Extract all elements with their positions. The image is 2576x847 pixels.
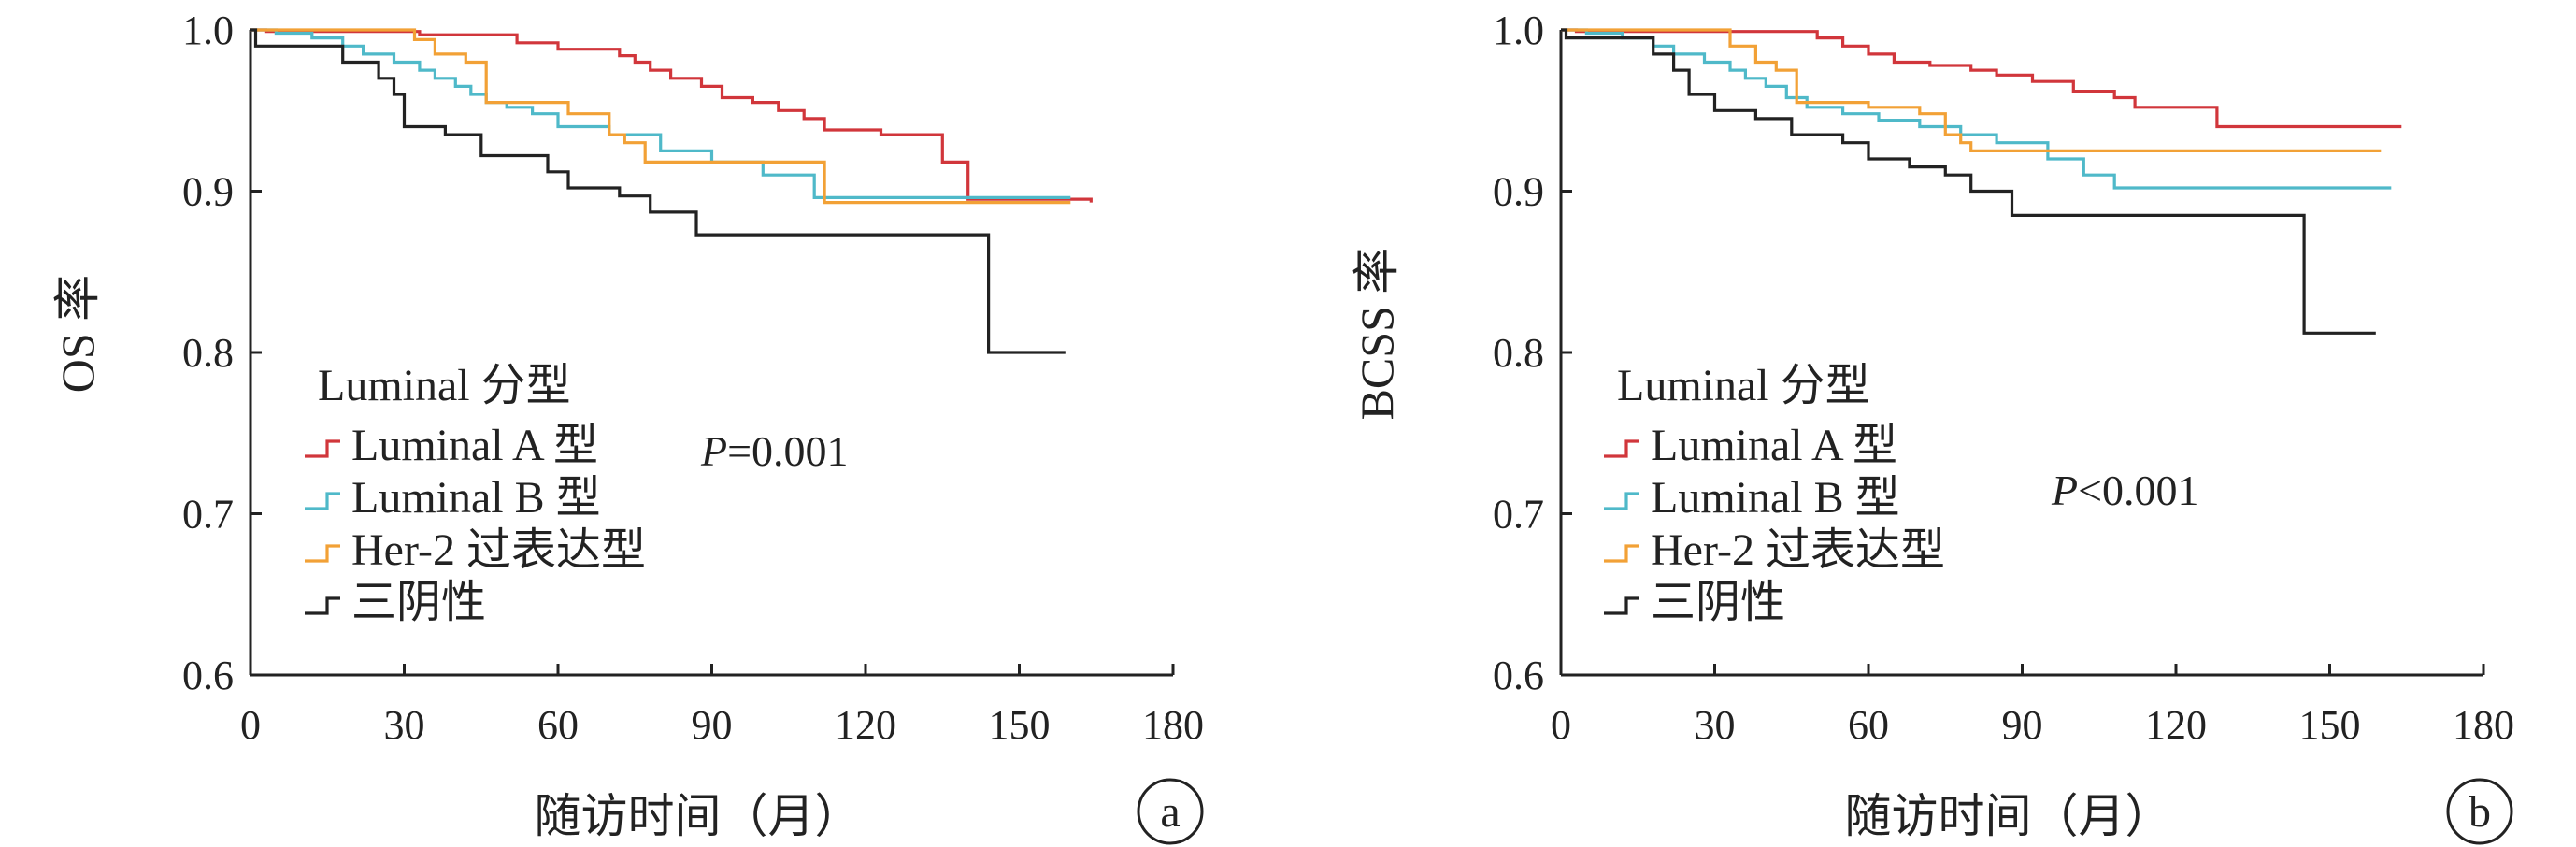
series-line-4 xyxy=(1561,28,2376,335)
legend-label-3: Her-2 过表达型 xyxy=(1651,525,1945,575)
x-tick-label: 90 xyxy=(2002,702,2043,748)
x-tick-label: 120 xyxy=(835,702,896,748)
y-tick-label: 0.7 xyxy=(182,492,234,538)
legend-title: Luminal 分型 xyxy=(318,361,571,410)
x-tick-label: 180 xyxy=(1142,702,1204,748)
legend-label-3: Her-2 过表达型 xyxy=(351,525,646,575)
x-tick-label: 150 xyxy=(989,702,1051,748)
panel-label-circle xyxy=(2446,778,2513,845)
legend-swatch-4 xyxy=(1604,596,1639,615)
legend-label-2: Luminal B 型 xyxy=(1651,473,1900,523)
x-axis-title: 随访时间（月） xyxy=(1845,790,2172,842)
p-value-symbol: P xyxy=(2051,467,2078,514)
p-value-annotation: P<0.001 xyxy=(2051,467,2199,514)
series-line-2 xyxy=(250,28,1071,199)
y-tick-label: 0.7 xyxy=(1493,492,1544,538)
y-tick-label: 1.0 xyxy=(182,7,234,53)
legend-label-4: 三阴性 xyxy=(1651,578,1785,627)
y-tick-label: 0.9 xyxy=(182,169,234,215)
series-line-3 xyxy=(250,28,1071,205)
chart-panel-b: 0 30 60 90 120 150 180 0.6 0.7 0.8 0.9 1.0 随访时间（月） BC… xyxy=(1351,7,2514,845)
series-line-2 xyxy=(1561,28,2392,190)
legend-swatch-2 xyxy=(305,492,340,510)
y-tick-label: 0.8 xyxy=(182,330,234,376)
legend-label-4: 三阴性 xyxy=(351,578,486,627)
y-axis-title: OS 率 xyxy=(51,275,104,393)
legend-swatch-3 xyxy=(305,544,340,563)
x-tick-label: 30 xyxy=(1695,702,1736,748)
x-tick-label: 0 xyxy=(1551,702,1571,748)
x-tick-label: 180 xyxy=(2453,702,2514,748)
y-axis-title: BCSS 率 xyxy=(1351,248,1403,421)
p-value-text: <0.001 xyxy=(2078,467,2198,514)
chart-panel-a: 0 30 60 90 120 150 180 0.6 0.7 0.8 0.9 1.0 随访时间（月） OS… xyxy=(51,7,1204,845)
p-value-text: =0.001 xyxy=(727,427,848,475)
legend-swatch-4 xyxy=(305,596,340,615)
legend-label-1: Luminal A 型 xyxy=(1651,421,1897,470)
legend-swatch-1 xyxy=(305,439,340,458)
series-line-3 xyxy=(1561,28,2382,152)
x-tick-label: 90 xyxy=(692,702,733,748)
panel-label: a xyxy=(1160,787,1180,837)
legend-title: Luminal 分型 xyxy=(1617,361,1870,410)
x-tick-label: 30 xyxy=(384,702,425,748)
legend-label-2: Luminal B 型 xyxy=(351,473,601,523)
y-tick-label: 0.6 xyxy=(1493,653,1544,698)
y-tick-label: 0.6 xyxy=(182,653,234,698)
panel-label-circle xyxy=(1137,778,1204,845)
legend-label-1: Luminal A 型 xyxy=(351,421,598,470)
series-line-4 xyxy=(250,28,1066,354)
y-tick-label: 0.8 xyxy=(1493,330,1544,376)
legend-swatch-1 xyxy=(1604,439,1639,458)
x-tick-label: 0 xyxy=(240,702,261,748)
legend-swatch-3 xyxy=(1604,544,1639,563)
legend-swatch-2 xyxy=(1604,492,1639,510)
p-value-annotation: P=0.001 xyxy=(700,427,849,475)
panel-label: b xyxy=(2469,787,2491,837)
series-line-1 xyxy=(1561,28,2402,129)
x-tick-label: 60 xyxy=(537,702,579,748)
series-line-1 xyxy=(250,28,1093,203)
x-tick-label: 150 xyxy=(2299,702,2361,748)
x-tick-label: 60 xyxy=(1848,702,1889,748)
x-tick-label: 120 xyxy=(2145,702,2207,748)
x-axis-title: 随访时间（月） xyxy=(535,790,862,842)
p-value-symbol: P xyxy=(700,427,727,475)
y-tick-label: 0.9 xyxy=(1493,169,1544,215)
y-tick-label: 1.0 xyxy=(1493,7,1544,53)
